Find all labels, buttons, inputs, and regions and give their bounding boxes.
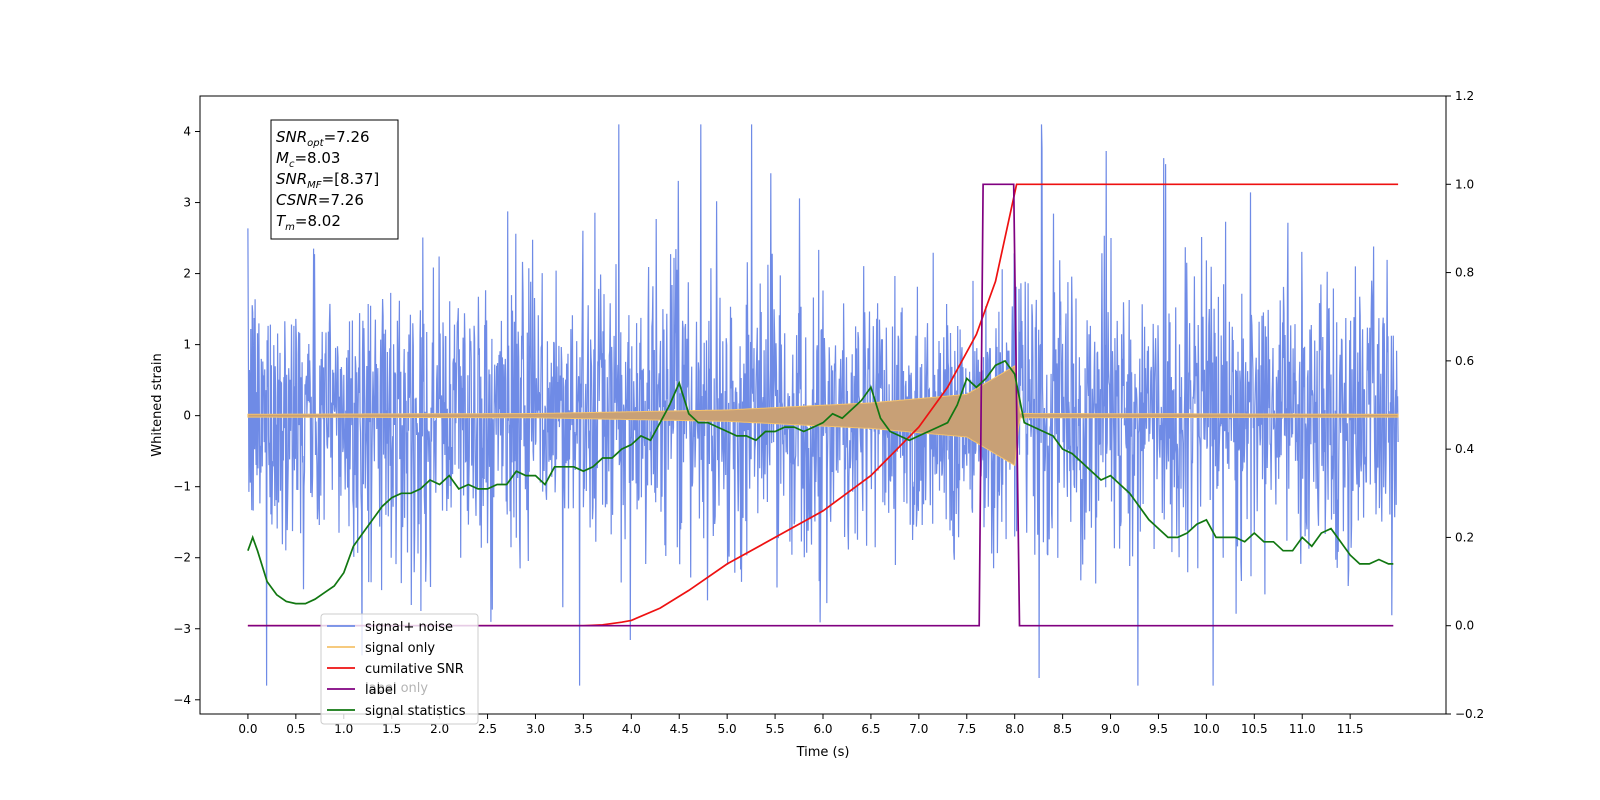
legend: label only signal+ noise signal only cumila… bbox=[320, 613, 479, 725]
annotation-box: SNRopt=7.26Mc=8.03SNRMF=[8.37]CSNR=7.26T… bbox=[270, 119, 399, 240]
y-tick-label: 4 bbox=[183, 125, 191, 139]
annotation-value: =7.26 bbox=[324, 128, 370, 146]
x-axis-label: Time (s) bbox=[796, 745, 850, 760]
x-tick-label: 10.5 bbox=[1241, 722, 1268, 736]
y-tick-label: 2 bbox=[183, 267, 191, 281]
x-tick-label: 1.0 bbox=[334, 722, 353, 736]
x-tick-label: 1.5 bbox=[382, 722, 401, 736]
y2-tick-label: 0.2 bbox=[1455, 530, 1474, 544]
annotation-symbol: M bbox=[276, 149, 289, 167]
annotation-subscript: MF bbox=[307, 180, 322, 191]
annotation-symbol: SNR bbox=[276, 170, 307, 188]
y-tick-label: 1 bbox=[183, 338, 191, 352]
y2-tick-label: 1.0 bbox=[1455, 177, 1474, 191]
x-tick-label: 6.5 bbox=[861, 722, 880, 736]
annotation-line: Tm=8.02 bbox=[276, 212, 341, 233]
y-tick-label: 0 bbox=[183, 409, 191, 423]
legend-label: signal+ noise bbox=[365, 620, 453, 635]
annotation-line: SNRMF=[8.37] bbox=[276, 170, 379, 191]
x-tick-label: 3.0 bbox=[526, 722, 545, 736]
x-tick-label: 9.5 bbox=[1149, 722, 1168, 736]
x-tick-label: 11.0 bbox=[1289, 722, 1316, 736]
annotation-frame bbox=[270, 119, 399, 240]
series-label bbox=[247, 183, 1394, 627]
plot-area bbox=[247, 124, 1399, 686]
x-tick-label: 5.0 bbox=[718, 722, 737, 736]
x-tick-label: 4.5 bbox=[670, 722, 689, 736]
annotation-line: SNRopt=7.26 bbox=[276, 128, 370, 149]
x-tick-label: 8.5 bbox=[1053, 722, 1072, 736]
x-tick-label: 3.5 bbox=[574, 722, 593, 736]
x-tick-label: 8.0 bbox=[1005, 722, 1024, 736]
legend-frame bbox=[320, 613, 479, 725]
x-tick-label: 4.0 bbox=[622, 722, 641, 736]
annotation-line: CSNR=7.26 bbox=[276, 191, 364, 209]
x-tick-label: 6.0 bbox=[813, 722, 832, 736]
series-signal-noise bbox=[247, 124, 1399, 686]
x-tick-label: 11.5 bbox=[1337, 722, 1364, 736]
x-tick-label: 5.5 bbox=[766, 722, 785, 736]
y2-tick-label: 1.2 bbox=[1455, 89, 1474, 103]
x-axis: 0.0 0.5 1.0 1.5 2.0 2.5 3.0 3.5 4.0 4.5 5.0 5.5 6.0 6… bbox=[238, 714, 1364, 736]
legend-hidden-text: label only bbox=[365, 681, 428, 696]
y-axis-label: Whitened strain bbox=[150, 353, 165, 456]
annotation-symbol: SNR bbox=[276, 128, 307, 146]
series-signal-only bbox=[247, 365, 1399, 467]
x-tick-label: 0.5 bbox=[286, 722, 305, 736]
legend-label: cumilative SNR bbox=[365, 662, 464, 677]
y2-tick-label: 0.8 bbox=[1455, 266, 1474, 280]
y-tick-label: −1 bbox=[173, 480, 191, 494]
annotation-value: =8.02 bbox=[295, 212, 341, 230]
annotation-symbol: CSNR bbox=[276, 191, 318, 209]
annotation-subscript: c bbox=[289, 159, 295, 170]
annotation-subscript: m bbox=[285, 222, 295, 233]
y-axis-right: −0.2 0.0 0.2 0.4 0.6 0.8 1.0 1.2 bbox=[1446, 89, 1484, 721]
x-tick-label: 7.5 bbox=[957, 722, 976, 736]
legend-label: signal only bbox=[365, 641, 435, 656]
y-tick-label: −2 bbox=[173, 551, 191, 565]
annotation-symbol: T bbox=[276, 212, 287, 230]
y-tick-label: 3 bbox=[183, 196, 191, 210]
y-tick-label: −4 bbox=[173, 693, 191, 707]
y-axis-left: −4 −3 −2 −1 0 1 2 3 4 bbox=[173, 125, 200, 707]
annotation-value: =7.26 bbox=[318, 191, 364, 209]
legend-label: label bbox=[365, 683, 396, 698]
annotation-value: =8.03 bbox=[294, 149, 340, 167]
annotation-line: Mc=8.03 bbox=[276, 149, 340, 170]
y-tick-label: −3 bbox=[173, 622, 191, 636]
x-tick-label: 7.0 bbox=[909, 722, 928, 736]
y2-tick-label: 0.4 bbox=[1455, 442, 1474, 456]
y2-tick-label: 0.6 bbox=[1455, 354, 1474, 368]
annotation-value: =[8.37] bbox=[322, 170, 380, 188]
annotation-subscript: opt bbox=[307, 138, 324, 149]
y2-tick-label: −0.2 bbox=[1455, 707, 1484, 721]
y2-tick-label: 0.0 bbox=[1455, 619, 1474, 633]
series-cumilative-snr bbox=[247, 183, 1399, 627]
x-tick-label: 10.0 bbox=[1193, 722, 1220, 736]
x-tick-label: 9.0 bbox=[1101, 722, 1120, 736]
x-tick-label: 2.0 bbox=[430, 722, 449, 736]
x-tick-label: 0.0 bbox=[238, 722, 257, 736]
legend-label: signal statistics bbox=[365, 704, 466, 719]
x-tick-label: 2.5 bbox=[478, 722, 497, 736]
series-signal-statistics bbox=[247, 359, 1394, 605]
